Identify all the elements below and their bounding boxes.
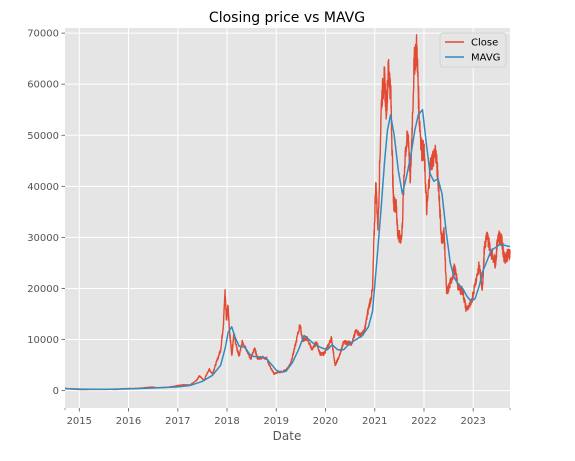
y-tick-label: 30000 (27, 233, 59, 244)
y-tick-label: 50000 (27, 131, 59, 142)
y-tick-label: 0 (53, 386, 59, 397)
plot-area (65, 28, 510, 408)
y-tick-label: 60000 (27, 80, 59, 91)
x-tick-label: 2021 (362, 416, 387, 427)
x-axis: 2015 2016 2017 2018 2019 2020 2021 2022 2023 (64, 408, 511, 427)
legend: Close MAVG (439, 32, 507, 68)
legend-label-close: Close (471, 38, 498, 49)
y-tick-label: 40000 (27, 182, 59, 193)
x-tick-label: 2017 (165, 416, 190, 427)
x-tick-label: 2018 (214, 416, 239, 427)
y-tick-label: 20000 (27, 284, 59, 295)
x-axis-title: Date (273, 429, 302, 443)
x-tick-label: 2019 (264, 416, 289, 427)
legend-label-mavg: MAVG (471, 53, 500, 64)
grid (65, 28, 510, 408)
chart-title: Closing price vs MAVG (209, 10, 365, 26)
y-axis: 0 10000 20000 30000 40000 50000 60000 70000 (27, 29, 65, 397)
x-tick-label: 2023 (460, 416, 485, 427)
x-tick-label: 2016 (116, 416, 141, 427)
series-line-close (64, 34, 511, 391)
x-tick-label: 2015 (67, 416, 92, 427)
y-tick-label: 70000 (27, 29, 59, 40)
y-tick-label: 10000 (27, 335, 59, 346)
x-tick-label: 2020 (313, 416, 338, 427)
series-layer (64, 34, 511, 391)
series-line-mavg (64, 108, 511, 391)
x-tick-label: 2022 (411, 416, 436, 427)
